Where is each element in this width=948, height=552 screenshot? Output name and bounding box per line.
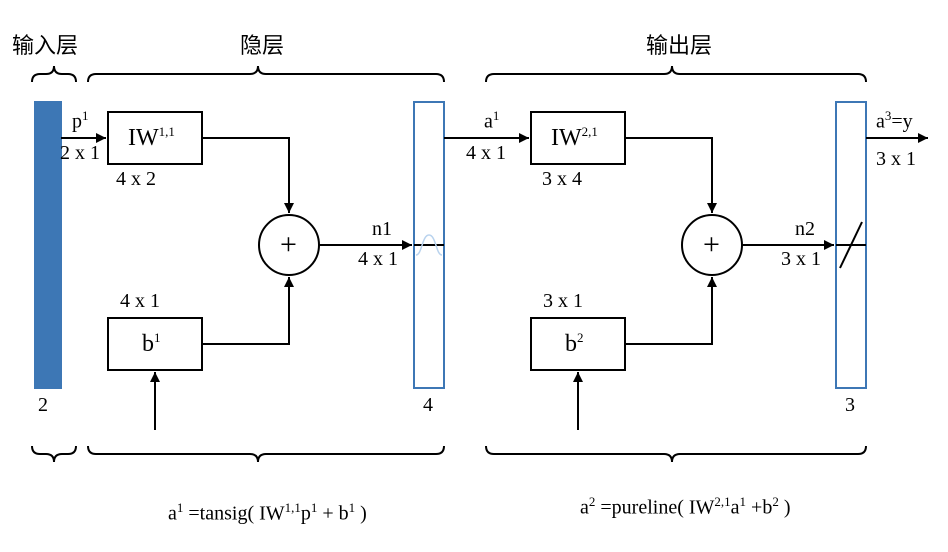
iw1-dim: 4 x 2 xyxy=(116,168,156,191)
arrows xyxy=(61,138,928,430)
a1-label: a1 xyxy=(484,108,499,134)
n2-dim: 3 x 1 xyxy=(781,248,821,271)
output-activation-box xyxy=(836,102,866,388)
a3-dim: 3 x 1 xyxy=(876,148,916,171)
top-braces xyxy=(32,66,866,82)
input-layer-title: 输入层 xyxy=(12,28,78,60)
output-layer-title: 输出层 xyxy=(646,28,712,60)
input-bar xyxy=(35,102,61,388)
iw2-dim: 3 x 4 xyxy=(542,168,582,191)
hidden-activation-box xyxy=(414,102,444,388)
b2-label: b2 xyxy=(565,330,584,358)
a3-label: a3=y xyxy=(876,108,913,134)
a1-dim: 4 x 1 xyxy=(466,142,506,165)
sum2-plus: + xyxy=(703,228,720,262)
equation-1: a1 =tansig( IW1,1p1 + b1 ) xyxy=(168,500,367,526)
hidden-layer-title: 隐层 xyxy=(240,28,284,60)
sum1-plus: + xyxy=(280,228,297,262)
output-count: 3 xyxy=(845,394,855,417)
iw2-label: IW2,1 xyxy=(551,124,598,152)
b1-dim: 4 x 1 xyxy=(120,290,160,313)
p1-label: p1 xyxy=(72,108,89,134)
bottom-braces xyxy=(32,446,866,462)
input-count: 2 xyxy=(38,394,48,417)
n1-dim: 4 x 1 xyxy=(358,248,398,271)
p1-dim: 2 x 1 xyxy=(60,142,100,165)
iw1-label: IW1,1 xyxy=(128,124,175,152)
b1-label: b1 xyxy=(142,330,161,358)
hidden-count: 4 xyxy=(423,394,433,417)
b2-dim: 3 x 1 xyxy=(543,290,583,313)
n1-label: n1 xyxy=(372,218,392,241)
n2-label: n2 xyxy=(795,218,815,241)
equation-2: a2 =pureline( IW2,1a1 +b2 ) xyxy=(580,494,791,520)
